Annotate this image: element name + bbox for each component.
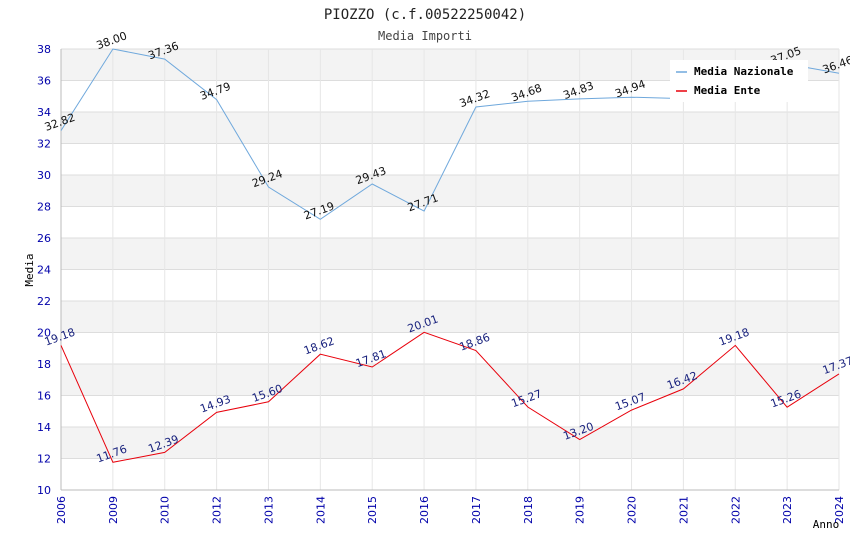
x-tick-label: 2021 (677, 496, 690, 524)
background-bands (61, 49, 839, 490)
y-tick-label: 10 (37, 484, 51, 497)
y-tick-label: 22 (37, 295, 51, 308)
y-tick-label: 30 (37, 169, 51, 182)
x-tick-label: 2022 (729, 496, 742, 524)
y-tick-label: 14 (37, 421, 51, 434)
y-tick-label: 28 (37, 201, 51, 214)
grid-band (61, 112, 839, 144)
x-tick-label: 2024 (833, 496, 846, 524)
chart-title: PIOZZO (c.f.00522250042) (324, 7, 526, 23)
y-tick-label: 36 (37, 75, 51, 88)
y-tick-label: 20 (37, 327, 51, 340)
x-tick-label: 2015 (366, 496, 379, 524)
y-tick-label: 16 (37, 390, 51, 403)
grid-band (61, 175, 839, 207)
x-tick-label: 2016 (418, 496, 431, 524)
x-tick-label: 2023 (781, 496, 794, 524)
x-axis-label: Anno (813, 518, 840, 531)
grid-band (61, 269, 839, 301)
grid-band (61, 206, 839, 238)
x-tick-label: 2010 (159, 496, 172, 524)
x-tick-label: 2017 (470, 496, 483, 524)
grid-band (61, 458, 839, 490)
grid-band (61, 238, 839, 270)
x-tick-label: 2014 (314, 496, 327, 524)
series-line-media-ente (60, 331, 840, 463)
y-axis-label: Media (23, 253, 36, 286)
axes (60, 49, 839, 491)
grid-lines (60, 48, 840, 491)
chart-subtitle: Media Importi (378, 29, 472, 43)
grid-band (61, 332, 839, 364)
y-tick-label: 34 (37, 106, 51, 119)
x-tick-label: 2013 (262, 496, 275, 524)
grid-band (61, 395, 839, 427)
legend-label-media-nazionale: Media Nazionale (694, 65, 794, 78)
y-tick-label: 38 (37, 43, 51, 56)
x-tick-label: 2009 (107, 496, 120, 524)
grid-band (61, 364, 839, 396)
legend-label-media-ente: Media Ente (694, 84, 761, 97)
x-tick-label: 2012 (211, 496, 224, 524)
x-tick-label: 2006 (55, 496, 68, 524)
y-tick-label: 32 (37, 138, 51, 151)
y-tick-labels: 10 12 14 16 18 20 22 24 26 28 30 32 34 36 38 (37, 43, 51, 497)
x-tick-label: 2020 (626, 496, 639, 524)
x-tick-labels: 2006 2009 2010 2012 2013 2014 2015 2016 2017 2018… (55, 496, 846, 524)
y-tick-label: 24 (37, 264, 51, 277)
grid-band (61, 301, 839, 333)
y-tick-label: 18 (37, 358, 51, 371)
legend-box (670, 60, 808, 102)
y-tick-label: 12 (37, 453, 51, 466)
x-tick-label: 2018 (522, 496, 535, 524)
x-tick-label: 2019 (574, 496, 587, 524)
legend: Media Nazionale Media Ente (670, 60, 808, 102)
y-tick-label: 26 (37, 232, 51, 245)
